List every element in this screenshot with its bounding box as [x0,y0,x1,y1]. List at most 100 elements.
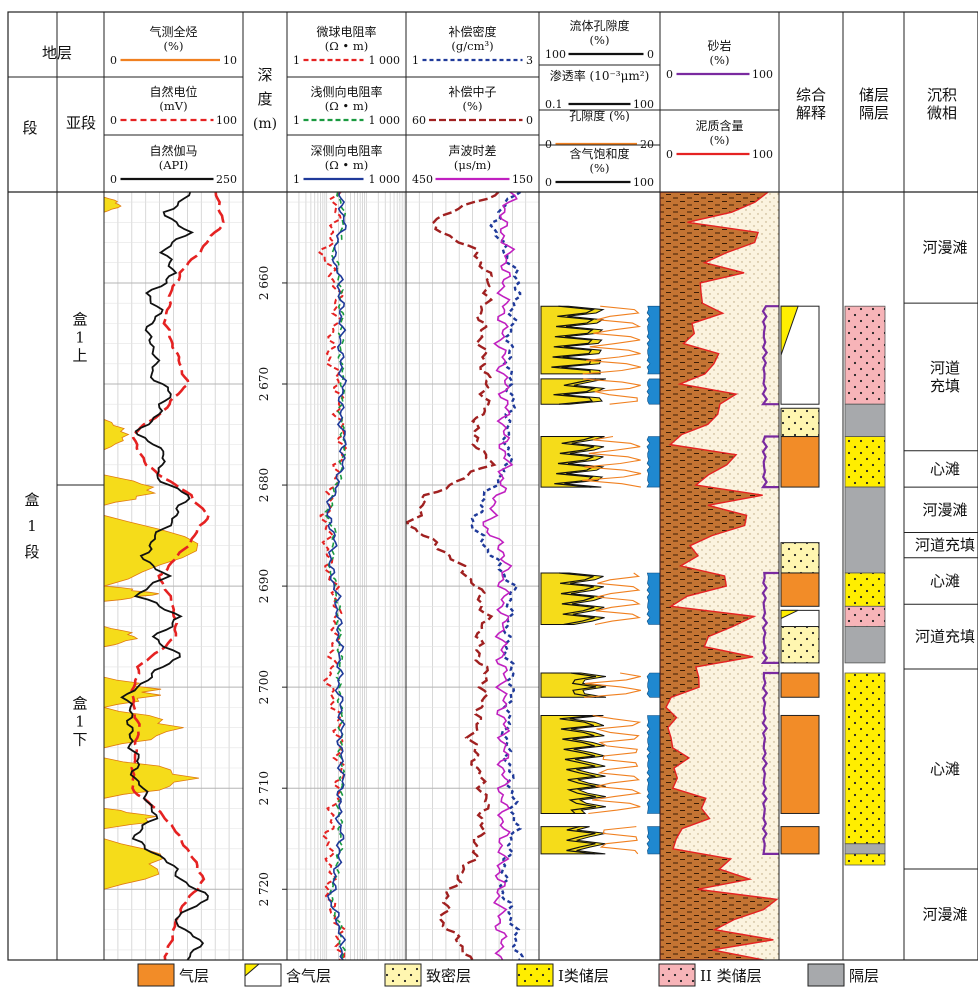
curve-max: 150 [512,173,533,186]
neutron-curve [406,192,500,960]
curve-unit: (API) [159,158,189,172]
curve-min: 1 [293,173,300,186]
curve-unit: (Ω • m) [325,158,369,172]
curve-unit: (mV) [159,99,187,113]
fluid-porosity-curve [559,572,595,626]
interpretation-column [780,305,820,855]
track-header-t2-2: 深侧向电阻率(Ω • m) 1 1 000 [293,143,400,186]
header-sedimentary-1: 沉积 [927,86,957,104]
porosity-curve [582,305,642,375]
curve-max: 100 [633,98,654,111]
curve-unit: (%) [590,33,610,47]
facies-label: 河漫滩 [922,906,967,924]
depth-label: 2 700 [257,670,271,704]
curve-unit: (g/cm³) [451,39,493,53]
gas-saturation-fill [540,672,607,698]
facies-label: 心滩 [930,460,960,478]
header-comprehensive-2: 解释 [796,104,826,122]
track-header-t1-0: 气测全烃(%) 0 10 [110,24,237,67]
class2-dots [845,606,885,627]
permeability-fill [646,572,661,625]
curve-unit: (%) [710,53,730,67]
legend-label: 致密层 [426,967,471,985]
curve-min: 60 [412,114,426,127]
track-5-lithology [660,192,779,960]
gas-layer [780,572,820,607]
depth-axis: 2 660 2 670 2 680 2 690 2 700 2 710 2 720 [257,266,287,906]
curve-min: 100 [545,48,566,61]
curve-max: 100 [752,68,773,81]
legend-label: II 类储层 [700,967,762,985]
curve-max: 100 [752,148,773,161]
curve-unit: (μs/m) [454,158,491,172]
curve-name: 含气饱和度 [569,146,629,161]
header: 地层 段 亚段 深 度 (m) 综合 解释 储层 隔层 沉积 微相 [22,44,957,137]
sandstone-curve [760,435,779,489]
track-header-t3-2: 声波时差(μs/m) 450 150 [412,144,533,186]
class2-dots [845,306,885,405]
curve-max: 100 [216,114,237,127]
curve-min: 0.1 [545,98,563,111]
subsegment-label: 盒 [72,695,87,713]
curve-max: 1 000 [369,173,401,186]
curve-name: 浅侧向电阻率 [310,84,382,99]
track-3-curves [406,192,525,960]
curve-unit: (%) [463,99,483,113]
fluid-porosity-curve [551,305,596,374]
curve-min: 0 [666,68,673,81]
segment-column: 盒 1 段 [24,491,39,561]
legend-swatch [807,963,845,987]
legend-swatch [137,963,175,987]
depth-label: 2 680 [257,468,271,502]
curve-min: 450 [412,173,433,186]
legend-swatch-dots [517,964,553,986]
porosity-curve [594,572,642,626]
curve-unit: (Ω • m) [325,39,369,53]
gas-layer [780,672,820,698]
frame [7,11,978,961]
curve-name: 流体孔隙度 [569,18,629,33]
depth-label: 2 720 [257,872,271,906]
shallow-laterolog-curve [324,192,347,960]
permeability-fill [646,826,661,855]
track-header-t2-1: 浅侧向电阻率(Ω • m) 1 1 000 [293,84,400,127]
segment-label: 1 [27,517,37,535]
permeability-fill [646,436,661,488]
curve-name: 自然电位 [149,84,197,99]
outer-frame [7,11,978,961]
permeability-fill [646,305,661,375]
depth-label: 2 670 [257,367,271,401]
barrier-interval [844,843,886,855]
class1-dots [845,436,885,488]
fluid-porosity-curve [559,714,597,814]
depth-label: 2 690 [257,569,271,603]
track-grid [104,192,243,960]
legend-item-class2: II 类储层 [658,963,762,987]
facies-label: 心滩 [930,760,960,778]
legend-item-gas_bearing: 含气层 [244,963,331,987]
facies-label: 河道充填 [915,536,975,554]
fluid-porosity-curve [554,435,595,488]
curve-min: 0 [110,114,117,127]
legend: 气层 含气层 致密层 I类储层 II 类储层 隔层 [137,963,879,987]
gas-bearing-wedge [780,609,799,620]
curve-max: 10 [223,54,237,67]
legend-label: 隔层 [849,967,879,985]
header-depth-2: 度 [257,90,272,108]
facies-label: 河道 [930,359,960,377]
track-header-t4-3: 含气饱和度(%) 0 100 [545,146,654,189]
track-header-t3-1: 补偿中子(%) 60 0 [412,84,533,127]
curve-name: 补偿密度 [448,24,496,39]
segment-label: 盒 [24,491,39,509]
curve-min: 0 [110,173,117,186]
barrier-interval [844,403,886,437]
barrier-interval [844,486,886,574]
permeability-fill [646,672,661,698]
barrier-interval [844,626,886,664]
curve-max: 0 [647,48,654,61]
deep-laterolog-curve [325,192,348,960]
header-depth-1: 深 [257,66,272,84]
curve-min: 0 [545,176,552,189]
curve-unit: (Ω • m) [325,99,369,113]
